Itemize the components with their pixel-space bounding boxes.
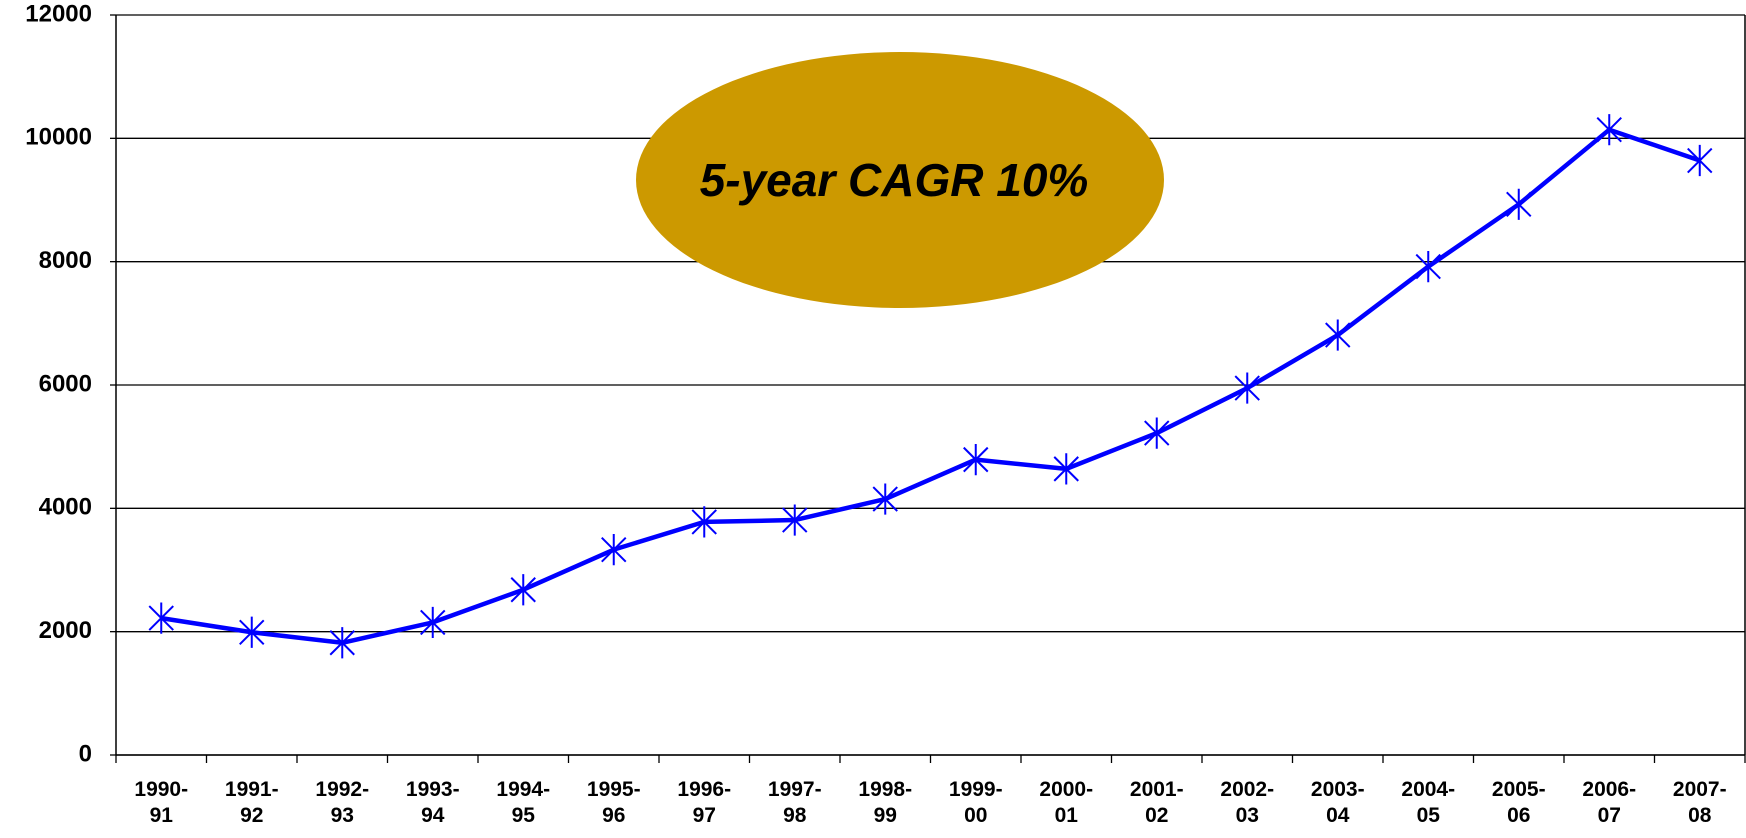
- y-tick-label: 0: [79, 740, 92, 767]
- marker: [148, 602, 174, 634]
- x-tick-label: 1992-93: [315, 778, 370, 827]
- y-tick-label: 4000: [39, 494, 92, 521]
- marker: [601, 534, 627, 566]
- x-tick-label: 2005-06: [1491, 778, 1546, 827]
- x-tick-label: 1994-95: [496, 778, 551, 827]
- y-tick-label: 6000: [39, 370, 92, 397]
- series-line: [160, 127, 1701, 646]
- marker: [872, 483, 898, 515]
- x-tick-label: 1998-99: [858, 778, 913, 827]
- marker: [1687, 144, 1713, 177]
- marker: [329, 627, 355, 659]
- x-tick-label: 2003-04: [1310, 778, 1365, 827]
- x-tick-label: 1993-94: [405, 778, 460, 827]
- x-tick-label: 2002-03: [1220, 778, 1275, 827]
- marker: [782, 504, 808, 536]
- y-tick-label: 2000: [39, 617, 92, 644]
- marker: [1415, 251, 1441, 283]
- marker: [1053, 453, 1079, 485]
- x-tick-label: 2001-02: [1129, 778, 1184, 827]
- y-tick-label: 12000: [25, 0, 92, 27]
- marker: [1596, 114, 1622, 146]
- annotation-text: 5-year CAGR 10%: [700, 154, 1089, 206]
- x-tick-label: 1990-91: [134, 778, 189, 827]
- marker: [239, 616, 265, 648]
- y-tick-label: 10000: [25, 124, 92, 151]
- marker: [691, 506, 717, 538]
- x-tick-label: 1991-92: [224, 778, 279, 827]
- marker: [963, 444, 989, 476]
- y-tick-label: 8000: [39, 247, 92, 274]
- annotation-bubble: [636, 52, 1164, 308]
- x-tick-label: 1997-98: [767, 778, 822, 827]
- x-tick-label: 1996-97: [677, 778, 732, 827]
- x-tick-label: 1995-96: [586, 778, 641, 827]
- x-tick-label: 1999-00: [948, 778, 1003, 827]
- x-tick-label: 2007-08: [1672, 778, 1727, 827]
- marker: [1325, 319, 1351, 351]
- x-tick-label: 2000-01: [1039, 778, 1094, 827]
- marker: [1144, 417, 1170, 449]
- marker: [1506, 188, 1532, 220]
- x-tick-label: 2006-07: [1582, 778, 1637, 827]
- marker: [420, 606, 446, 639]
- marker: [510, 574, 536, 606]
- marker: [1234, 372, 1260, 404]
- x-tick-label: 2004-05: [1401, 778, 1456, 827]
